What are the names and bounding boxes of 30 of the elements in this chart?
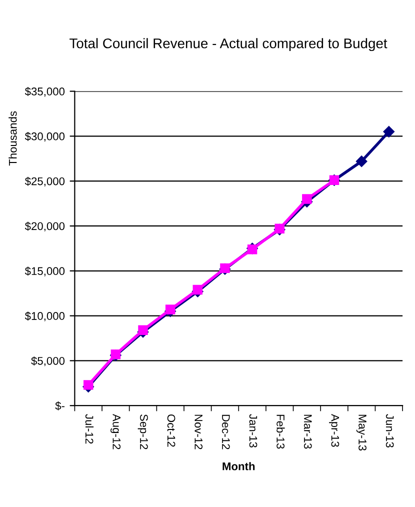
x-tick-label: Aug-12	[110, 414, 121, 450]
point	[192, 284, 203, 295]
x-axis-title: Month	[222, 462, 255, 470]
y-tick-label: $30,000	[24, 132, 65, 142]
y-tick-label: $25,000	[24, 176, 65, 187]
x-tick-label: Feb-13	[276, 414, 285, 449]
x-tick-label: Nov-12	[194, 414, 203, 450]
y-tick-label: $10,000	[24, 312, 65, 322]
y-tick-label: $20,000	[24, 222, 65, 232]
x-tick-label: Sep-12	[138, 414, 148, 450]
y-tick-label: $-	[55, 401, 64, 410]
point	[383, 126, 394, 138]
point	[84, 380, 94, 390]
y-tick-label: $15,000	[24, 266, 65, 276]
point	[302, 194, 312, 204]
y-tick-label: $5,000	[31, 356, 65, 366]
point	[138, 325, 148, 336]
x-tick-label: Jan-13	[249, 414, 258, 448]
x-tick-label: Oct-12	[167, 414, 176, 447]
x-tick-label: Jul-12	[85, 414, 94, 444]
chart-title: Total Council Revenue - Actual compared to Budget	[70, 38, 388, 52]
point	[165, 304, 176, 314]
point	[356, 156, 368, 167]
x-tick-label: May-13	[356, 414, 366, 450]
y-axis-title: Thousands	[8, 111, 17, 166]
y-tick-label: $35,000	[24, 87, 65, 97]
x-tick-label: Dec-12	[222, 414, 230, 450]
x-tick-label: Mar-13	[304, 414, 312, 449]
x-tick-label: Apr-13	[329, 414, 340, 447]
x-tick-label: Jun-13	[386, 414, 394, 448]
